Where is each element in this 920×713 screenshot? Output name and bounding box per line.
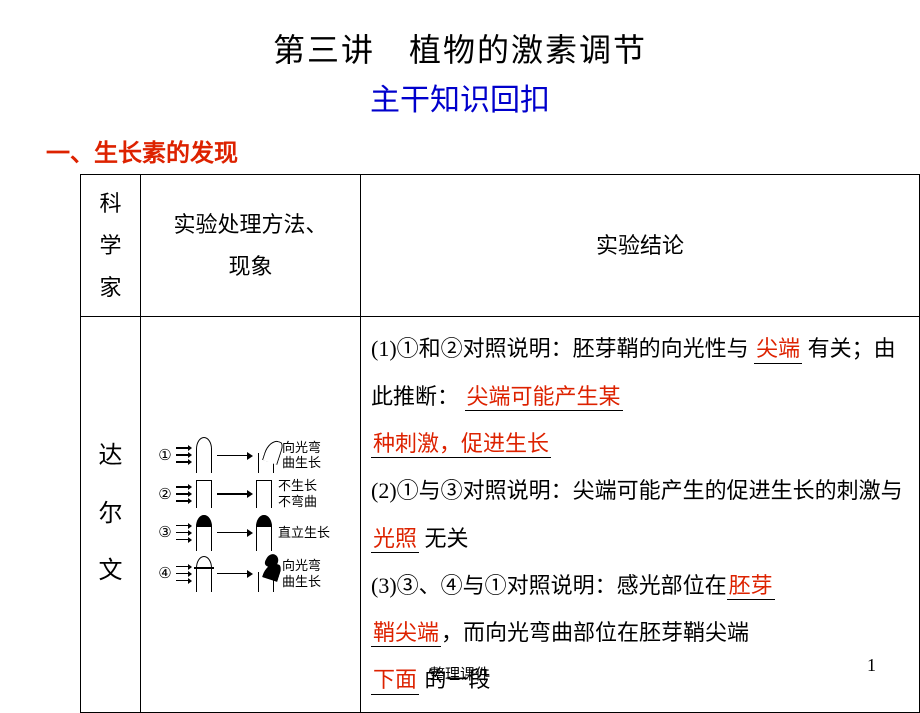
exp-num-2: ②: [157, 485, 173, 504]
fill-blank-2: 尖端可能产生某: [465, 385, 623, 411]
concl-p2a: (2)①与③对照说明：尖端可能产生的促进生长的刺激与: [371, 478, 903, 503]
scientist-name: 达 尔 文: [81, 317, 141, 712]
fill-blank-1: 尖端: [754, 337, 802, 363]
subtitle: 主干知识回扣: [50, 75, 870, 119]
arrow-icon: [217, 532, 251, 534]
fill-blank-5: 胚芽: [727, 574, 775, 600]
shoot-normal-icon: [196, 556, 212, 592]
concl-p3b: ，而向光弯曲部位在胚芽鞘尖端: [441, 620, 749, 645]
arrow-icon: [217, 455, 251, 457]
arrow-icon: [217, 573, 251, 575]
section-heading: 一、生长素的发现: [46, 133, 870, 168]
fill-blank-6: 鞘尖端: [371, 621, 441, 647]
concl-p1a: (1)①和②对照说明：胚芽鞘的向光性与: [371, 336, 749, 361]
diagram-row-3: ③ 直立生长: [151, 515, 350, 551]
diagram-row-2: ② 不生长 不弯曲: [151, 478, 350, 509]
shoot-cut-icon: [196, 480, 212, 508]
shoot-bent-icon: [256, 437, 276, 473]
shoot-cut-icon: [256, 480, 272, 508]
exp-num-1: ①: [157, 446, 173, 465]
shoot-blacktip-icon: [196, 515, 212, 551]
result-label-4: 向光弯 曲生长: [282, 558, 321, 589]
exp-num-4: ④: [157, 564, 173, 583]
light-arrows-icon: [176, 483, 194, 505]
lecture-title: 第三讲 植物的激素调节: [50, 25, 870, 71]
result-label-2: 不生长 不弯曲: [278, 478, 317, 509]
table-header-row: 科学 家 实验处理方法、 现象 实验结论: [81, 175, 920, 317]
header-scientist: 科学 家: [81, 175, 141, 317]
conclusion-cell: (1)①和②对照说明：胚芽鞘的向光性与 尖端 有关；由此推断： 尖端可能产生某 …: [361, 317, 920, 712]
light-arrows-icon: [176, 444, 194, 466]
light-arrows-icon: [176, 563, 194, 585]
header-method: 实验处理方法、 现象: [141, 175, 361, 317]
arrow-icon: [217, 493, 251, 495]
concl-p3a: (3)③、④与①对照说明：感光部位在: [371, 573, 727, 598]
table-data-row: 达 尔 文 ① 向光弯 曲生长 ②: [81, 317, 920, 712]
experiment-diagram: ① 向光弯 曲生长 ② 不生长 不弯曲: [151, 437, 350, 591]
exp-num-3: ③: [157, 523, 173, 542]
result-label-3: 直立生长: [278, 525, 330, 541]
shoot-bent-black-icon: [256, 556, 276, 592]
experiment-table: 科学 家 实验处理方法、 现象 实验结论 达 尔 文 ① 向光弯 曲生长 ②: [80, 174, 920, 713]
header-conclusion: 实验结论: [361, 175, 920, 317]
fill-blank-4: 光照: [371, 527, 419, 553]
result-label-1: 向光弯 曲生长: [282, 440, 321, 471]
shoot-normal-icon: [196, 437, 212, 473]
concl-p2b: 无关: [425, 526, 469, 551]
fill-blank-3: 种刺激，促进生长: [371, 432, 551, 458]
diagram-row-1: ① 向光弯 曲生长: [151, 437, 350, 473]
light-arrows-icon: [176, 522, 194, 544]
footer-text: 整理课件: [0, 663, 920, 684]
shoot-blacktip-icon: [256, 515, 272, 551]
page-number: 1: [867, 655, 876, 676]
experiment-diagram-cell: ① 向光弯 曲生长 ② 不生长 不弯曲: [141, 317, 361, 712]
diagram-row-4: ④ 向光弯 曲生长: [151, 556, 350, 592]
